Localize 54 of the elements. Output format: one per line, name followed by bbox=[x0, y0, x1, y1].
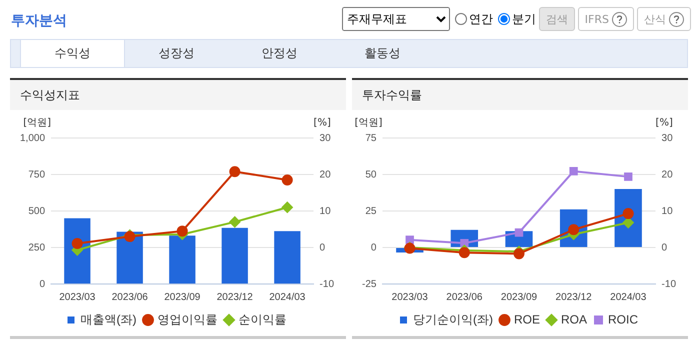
x-tick-label: 2023/12 bbox=[216, 292, 254, 303]
x-tick-label: 2023/06 bbox=[446, 292, 483, 303]
y2-axis-title: [%] bbox=[314, 118, 331, 129]
y-tick-label: 75 bbox=[365, 132, 377, 144]
x-tick-label: 2023/09 bbox=[500, 292, 538, 303]
x-tick-label: 2023/09 bbox=[164, 292, 201, 303]
y2-tick-label: 0 bbox=[662, 242, 668, 254]
chart-title: 수익성지표 bbox=[10, 78, 346, 110]
y-axis-title: [억원] bbox=[354, 118, 383, 129]
y2-axis-title: [%] bbox=[656, 118, 673, 129]
legend-label: 당기순이익(좌) bbox=[413, 312, 493, 326]
y-tick-label: 250 bbox=[28, 242, 46, 254]
y-tick-label: 50 bbox=[365, 169, 377, 180]
y2-tick-label: 10 bbox=[662, 206, 674, 217]
y-tick-label: 500 bbox=[28, 206, 46, 217]
y-tick-label: 0 bbox=[370, 242, 377, 254]
legend-label: 매출액(좌) bbox=[80, 312, 137, 326]
chart-title: 투자수익률 bbox=[352, 78, 688, 110]
text: 수익성 bbox=[20, 40, 125, 67]
legend-label: ROIC bbox=[608, 312, 638, 326]
y2-tick-label: 30 bbox=[662, 132, 674, 144]
y-tick-label: 1,000 bbox=[20, 132, 46, 144]
text: 분기 bbox=[510, 10, 536, 28]
y-tick-label: 750 bbox=[28, 169, 46, 180]
y2-tick-label: 30 bbox=[320, 132, 332, 144]
y-tick-label: -25 bbox=[362, 278, 377, 290]
y2-tick-label: 20 bbox=[662, 169, 674, 180]
y-axis-title: [억원] bbox=[23, 118, 52, 129]
y2-tick-label: 0 bbox=[320, 242, 326, 254]
y-tick-label: 0 bbox=[39, 278, 46, 290]
text: 산식 bbox=[644, 12, 666, 26]
text: 투자분석 bbox=[11, 12, 67, 30]
text: 성장성 bbox=[158, 45, 196, 62]
y2-tick-label: -10 bbox=[320, 278, 334, 290]
text: 검색 bbox=[538, 7, 575, 31]
x-tick-label: 2024/03 bbox=[269, 292, 306, 303]
x-tick-label: 2024/03 bbox=[610, 292, 647, 303]
text: 활동성 bbox=[364, 45, 402, 62]
y2-tick-label: -10 bbox=[662, 278, 676, 290]
y2-tick-label: 10 bbox=[320, 206, 332, 217]
x-tick-label: 2023/06 bbox=[112, 292, 148, 303]
x-tick-label: 2023/12 bbox=[556, 292, 592, 303]
text: 안정성 bbox=[260, 45, 298, 62]
legend-label: ROA bbox=[560, 312, 588, 326]
text: IFRS bbox=[584, 12, 609, 26]
legend-label: 순이익률 bbox=[238, 312, 286, 326]
x-tick-label: 2023/03 bbox=[59, 292, 96, 303]
legend-label: 영업이익률 bbox=[157, 312, 218, 326]
text: 연간 bbox=[468, 10, 493, 28]
x-tick-label: 2023/03 bbox=[392, 292, 428, 303]
legend-label: ROE bbox=[514, 312, 540, 326]
y-tick-label: 25 bbox=[365, 206, 377, 217]
text: 주재무제표 bbox=[342, 7, 450, 31]
y2-tick-label: 20 bbox=[320, 169, 332, 180]
